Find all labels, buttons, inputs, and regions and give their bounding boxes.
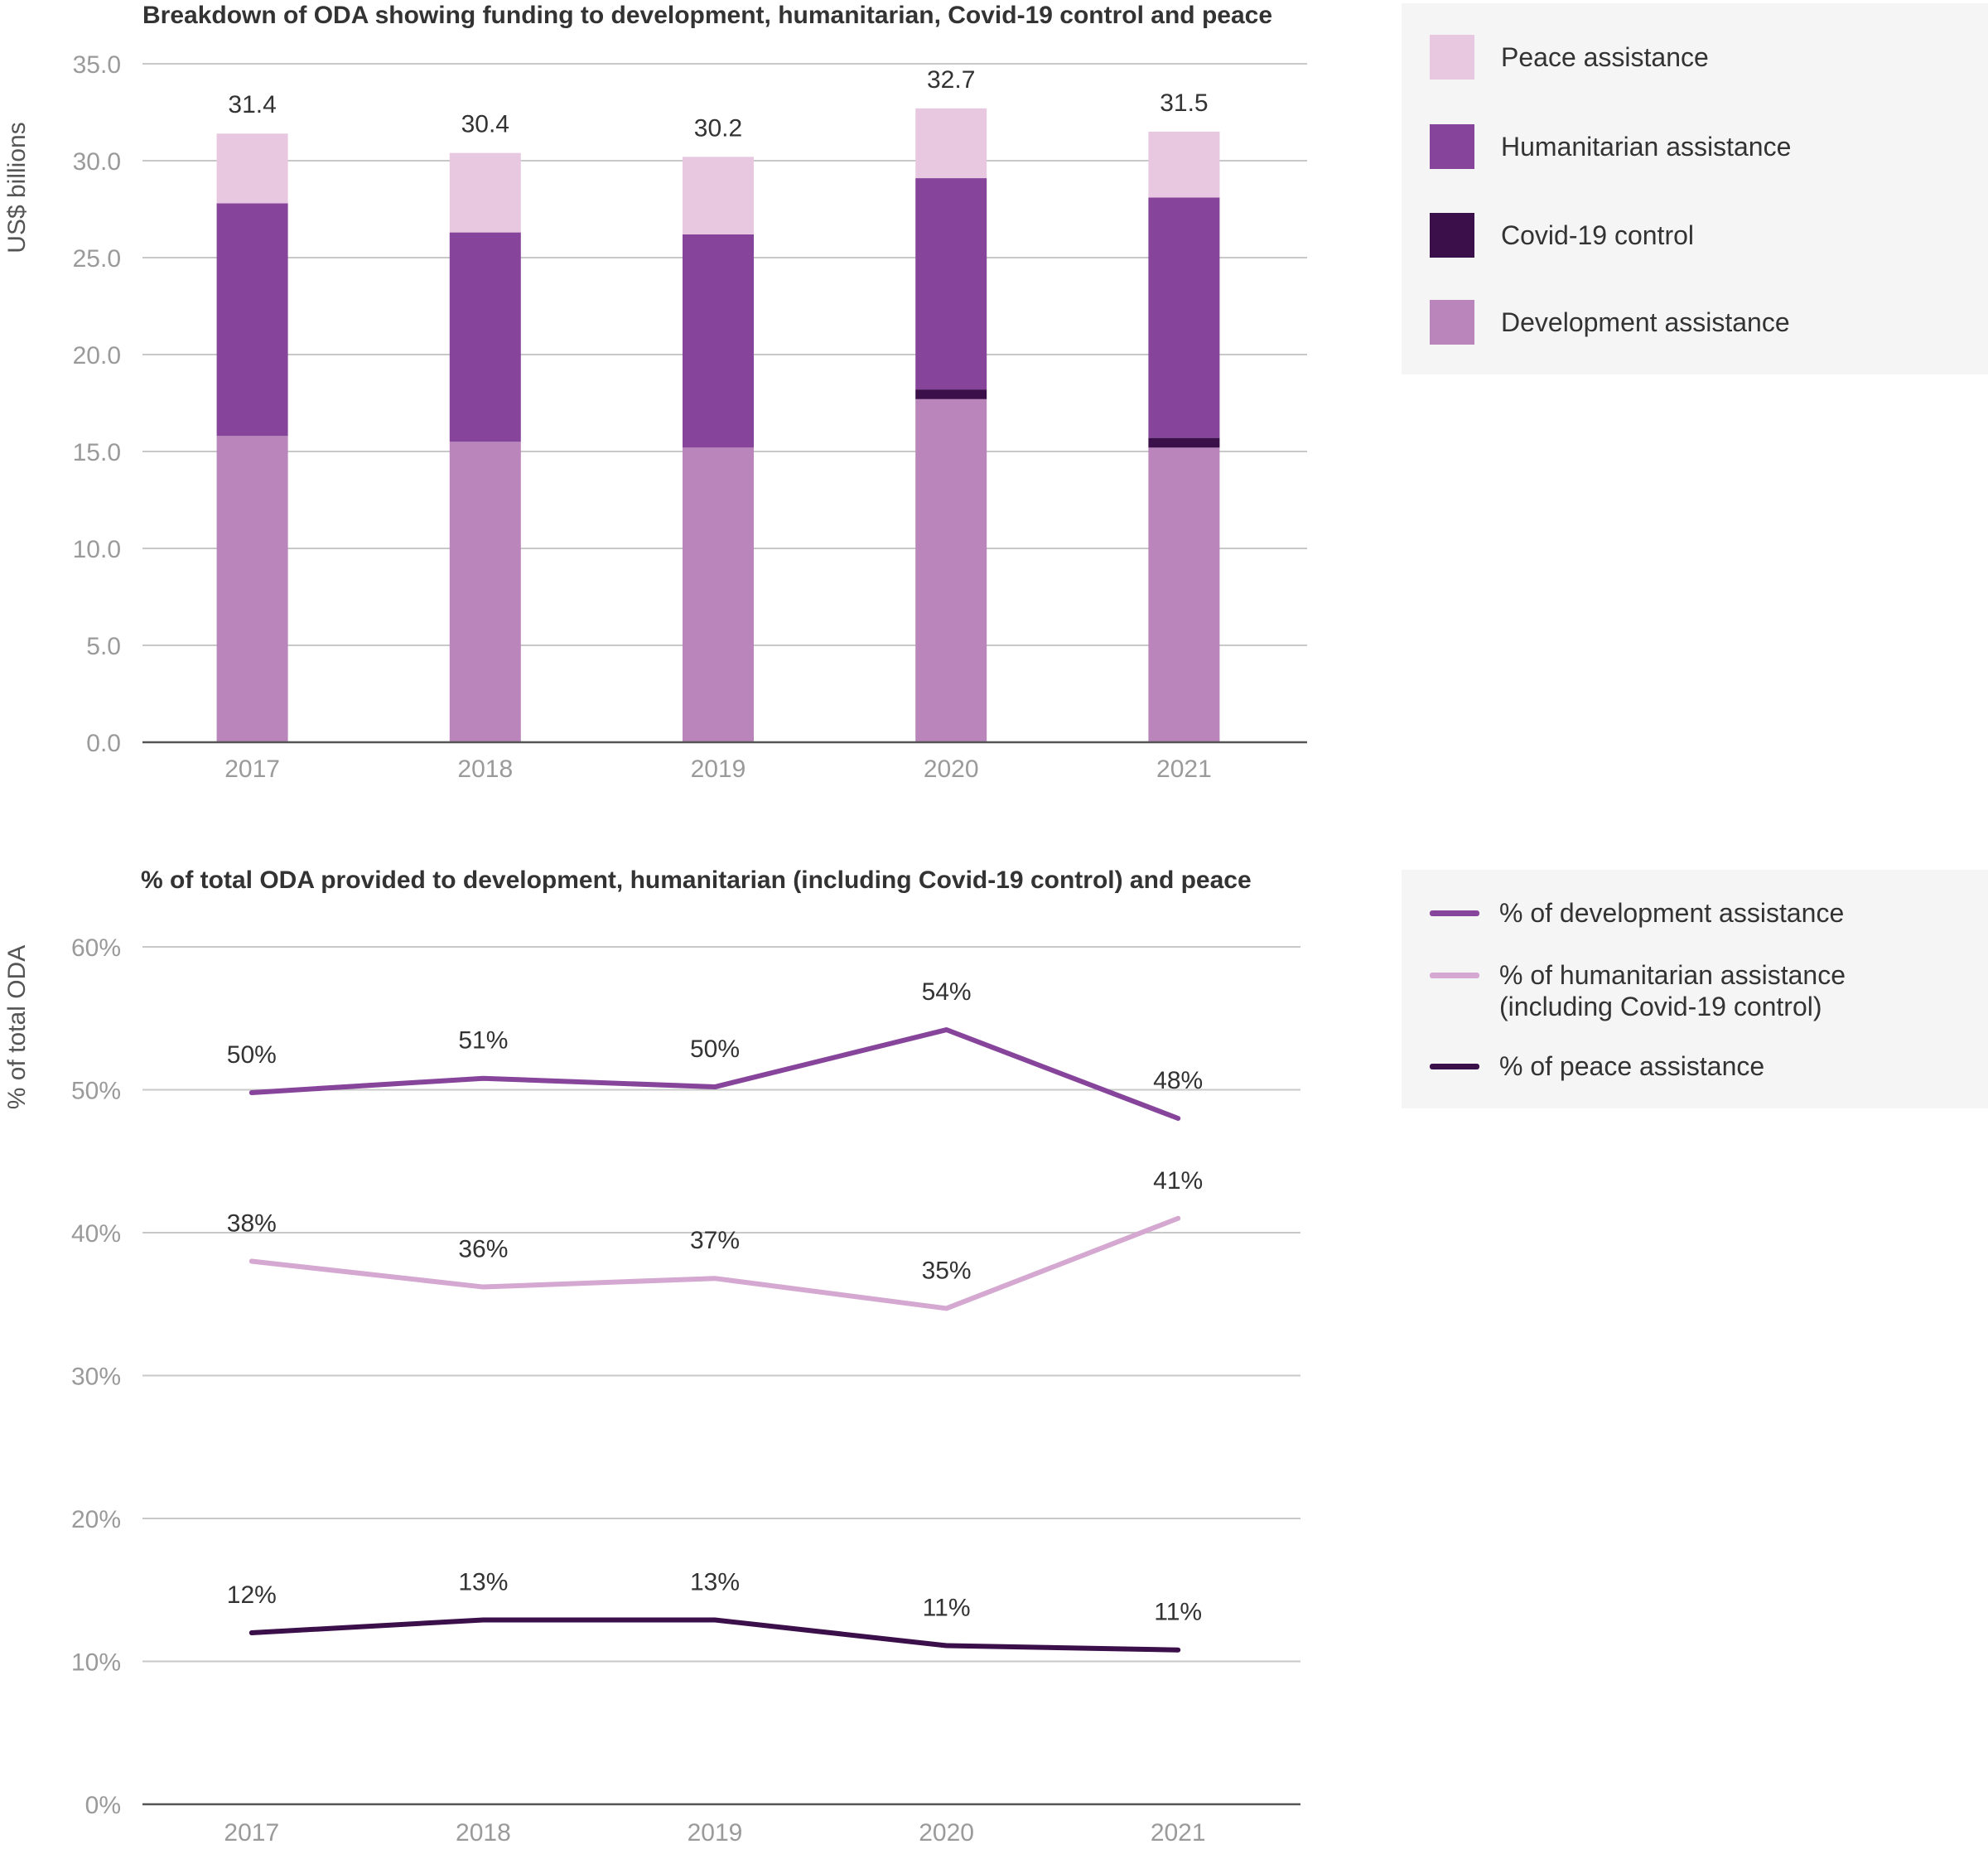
bar-segment-development-assistance: [683, 447, 754, 742]
line-chart: % of total ODA provided to development, …: [3, 867, 1300, 1847]
legend-label: Development assistance: [1501, 307, 1790, 337]
legend-item: % of peace assistance: [1402, 1050, 1764, 1082]
data-label: 13%: [690, 1568, 740, 1596]
data-label: 35%: [922, 1257, 972, 1284]
legend-swatch: [1430, 35, 1474, 80]
x-tick-label: 2019: [688, 1819, 743, 1847]
bar-segment-covid-19-control: [915, 389, 987, 399]
bar-segment-humanitarian-assistance: [1148, 197, 1220, 438]
data-label: 13%: [458, 1568, 508, 1596]
legend-item: Covid-19 control: [1402, 213, 1694, 258]
bar-segment-development-assistance: [915, 398, 987, 742]
legend-label: Covid-19 control: [1501, 220, 1694, 250]
bar-segment-peace-assistance: [216, 133, 288, 204]
chart-title: % of total ODA provided to development, …: [141, 867, 1252, 894]
y-tick-label: 20%: [71, 1506, 121, 1533]
x-tick-label: 2021: [1156, 756, 1212, 783]
legend-item: Peace assistance: [1402, 35, 1709, 80]
x-tick-label: 2020: [919, 1819, 974, 1847]
x-tick-label: 2019: [691, 756, 746, 783]
x-tick-label: 2017: [224, 756, 280, 783]
bar-segment-peace-assistance: [683, 157, 754, 234]
y-tick-label: 20.0: [73, 342, 121, 369]
bar-segment-development-assistance: [449, 442, 521, 742]
legend-item: % of development assistance: [1402, 897, 1844, 929]
bar-segment-humanitarian-assistance: [449, 232, 521, 442]
bar-segment-peace-assistance: [915, 108, 987, 179]
y-axis-label: US$ billions: [3, 122, 31, 253]
data-label: 54%: [922, 978, 972, 1006]
legend-item: Humanitarian assistance: [1402, 124, 1791, 169]
y-tick-label: 10.0: [73, 536, 121, 563]
x-tick-label: 2018: [457, 756, 513, 783]
legend-label: % of peace assistance: [1499, 1051, 1765, 1081]
legend-label: Peace assistance: [1501, 42, 1709, 72]
legend-swatch: [1430, 124, 1474, 169]
data-label: 11%: [1154, 1599, 1202, 1626]
y-tick-label: 25.0: [73, 245, 121, 273]
data-label: 38%: [227, 1210, 277, 1238]
y-tick-label: 35.0: [73, 51, 121, 79]
y-tick-label: 60%: [71, 934, 121, 962]
legend-label: % of humanitarian assistance (including …: [1499, 960, 1846, 1021]
data-label: 50%: [227, 1041, 277, 1069]
y-axis-label: % of total ODA: [3, 945, 31, 1109]
y-tick-label: 0%: [85, 1792, 121, 1819]
data-label: 11%: [923, 1595, 971, 1622]
bar-chart-legend: Peace assistance Humanitarian assistance C…: [1402, 3, 1988, 374]
x-tick-label: 2018: [456, 1819, 511, 1847]
y-tick-label: 40%: [71, 1220, 121, 1248]
y-tick-label: 50%: [71, 1078, 121, 1105]
bar-total-label: 31.5: [1160, 89, 1208, 117]
x-tick-label: 2021: [1151, 1819, 1206, 1847]
data-label: 41%: [1153, 1167, 1203, 1195]
y-tick-label: 30%: [71, 1364, 121, 1391]
data-label: 50%: [690, 1036, 740, 1063]
data-label: 48%: [1153, 1067, 1203, 1094]
legend-label: Humanitarian assistance: [1501, 132, 1792, 162]
y-tick-label: 10%: [71, 1649, 121, 1677]
series-line-of-peace-assistance: [248, 1617, 1181, 1653]
bar-segment-humanitarian-assistance: [216, 203, 288, 437]
legend-label: % of development assistance: [1499, 898, 1845, 928]
legend-line-swatch: [1430, 1064, 1479, 1069]
legend-line-swatch: [1430, 910, 1479, 916]
bar-segment-humanitarian-assistance: [683, 234, 754, 448]
legend-line-swatch: [1430, 973, 1479, 978]
data-label: 12%: [227, 1581, 277, 1609]
bar-total-label: 30.4: [461, 111, 509, 138]
legend-swatch: [1430, 213, 1474, 258]
y-tick-label: 0.0: [86, 730, 121, 757]
series-line-of-humanitarian-assistance-including-covid-19-control: [248, 1215, 1181, 1311]
bar-total-label: 30.2: [694, 114, 742, 142]
data-label: 36%: [458, 1236, 508, 1263]
series-line-of-development-assistance: [248, 1027, 1181, 1121]
data-label: 51%: [458, 1027, 508, 1055]
bar-segment-covid-19-control: [1148, 437, 1220, 448]
stacked-bar-chart: Breakdown of ODA showing funding to deve…: [3, 2, 1307, 783]
y-tick-label: 15.0: [73, 439, 121, 466]
legend-item: Development assistance: [1402, 300, 1790, 345]
bar-total-label: 32.7: [927, 66, 975, 94]
bar-segment-development-assistance: [216, 436, 288, 742]
bar-total-label: 31.4: [228, 91, 276, 118]
bar-segment-peace-assistance: [1148, 131, 1220, 198]
legend-swatch: [1430, 300, 1474, 345]
y-tick-label: 30.0: [73, 148, 121, 176]
x-tick-label: 2020: [924, 756, 979, 783]
y-tick-label: 5.0: [86, 633, 121, 660]
bar-segment-development-assistance: [1148, 447, 1220, 742]
bar-segment-humanitarian-assistance: [915, 178, 987, 390]
line-chart-legend: % of development assistance % of humanita…: [1402, 870, 1988, 1108]
x-tick-label: 2017: [224, 1819, 279, 1847]
legend-item: % of humanitarian assistance (including …: [1402, 959, 1846, 1022]
data-label: 37%: [690, 1227, 740, 1254]
chart-title: Breakdown of ODA showing funding to deve…: [142, 2, 1272, 29]
bar-segment-peace-assistance: [449, 152, 521, 233]
